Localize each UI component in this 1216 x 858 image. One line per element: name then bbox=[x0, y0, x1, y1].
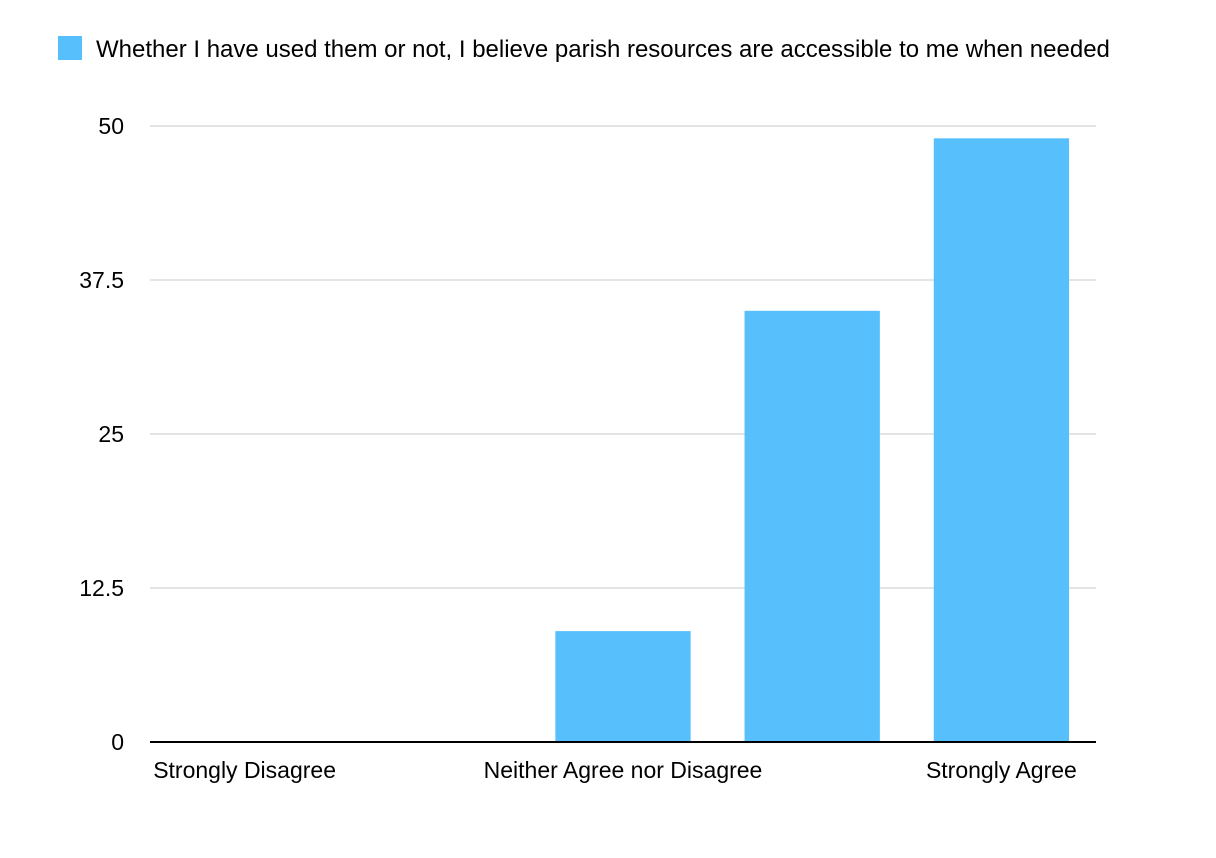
bar-agree bbox=[744, 310, 880, 742]
y-axis-tick-labels: 0 12.5 25 37.5 50 bbox=[79, 113, 124, 755]
y-tick-label: 0 bbox=[111, 729, 124, 755]
bar-neither-agree-nor-disagree bbox=[555, 631, 691, 742]
legend-swatch bbox=[58, 36, 82, 60]
x-tick-label: Neither Agree nor Disagree bbox=[484, 757, 763, 783]
x-axis-tick-labels: Strongly Disagree Neither Agree nor Disag… bbox=[153, 757, 1077, 783]
bars bbox=[555, 138, 1070, 742]
y-tick-label: 25 bbox=[98, 421, 124, 447]
x-tick-label: Strongly Agree bbox=[926, 757, 1077, 783]
y-tick-label: 50 bbox=[98, 113, 124, 139]
legend-label: Whether I have used them or not, I belie… bbox=[96, 36, 1110, 63]
legend: Whether I have used them or not, I belie… bbox=[58, 36, 1110, 63]
bar-strongly-agree bbox=[933, 138, 1070, 742]
y-tick-label: 12.5 bbox=[79, 575, 124, 601]
y-tick-label: 37.5 bbox=[79, 267, 124, 293]
x-tick-label: Strongly Disagree bbox=[153, 757, 336, 783]
